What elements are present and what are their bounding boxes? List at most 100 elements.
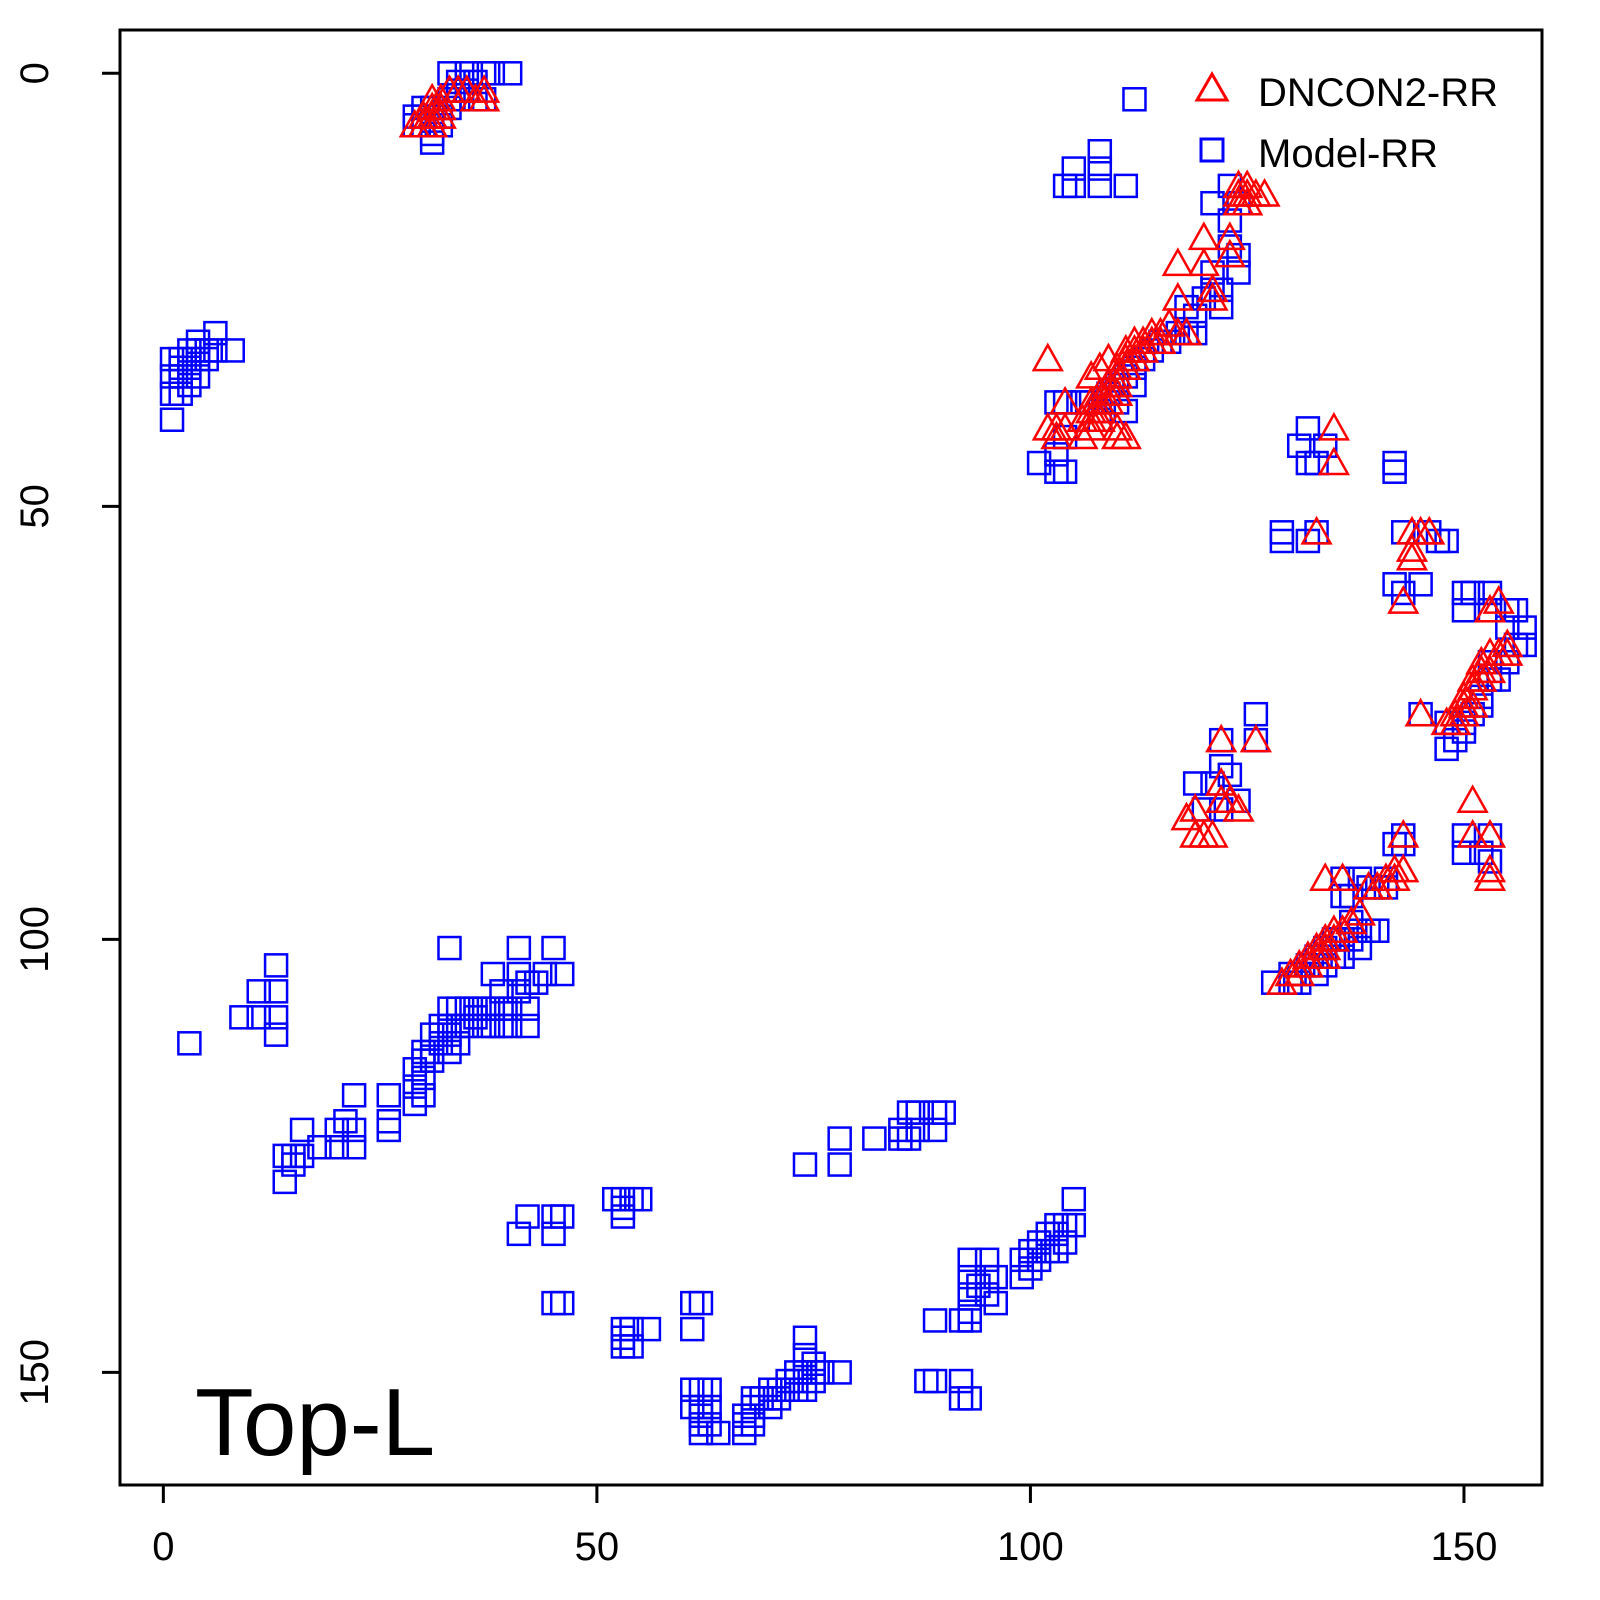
model-rr-point [489,979,514,1004]
model-rr-point [610,1186,636,1212]
dncon2-rr-point [1378,853,1411,883]
model-rr-point [532,961,558,987]
dncon2-rr-point [1361,870,1394,900]
dncon2-rr-point [424,82,457,112]
model-rr-point [480,996,506,1021]
dncon2-rr-point [1161,281,1194,311]
model-rr-point [168,355,193,381]
model-rr-point [688,1290,714,1316]
model-rr-point [905,1117,930,1143]
dncon2-rr-point [1074,411,1108,441]
model-rr-point [775,1377,800,1402]
dncon2-rr-point [1144,316,1177,346]
dncon2-rr-point [1187,221,1220,251]
model-rr-point [974,1282,1000,1307]
model-rr-point [419,130,445,155]
model-rr-point [1512,615,1537,640]
model-rr-point [1338,927,1364,952]
dncon2-rr-point [1309,931,1342,961]
model-rr-point [740,1386,766,1411]
model-rr-point [948,1308,974,1333]
model-rr-point [688,1377,714,1402]
model-rr-point [1434,528,1459,554]
model-rr-point [272,1143,297,1169]
model-rr-point [437,61,462,86]
model-rr-point [1469,840,1494,866]
dncon2-rr-point [1335,905,1368,935]
model-rr-point [784,1377,809,1402]
model-rr-point [1061,1212,1087,1238]
dncon2-rr-point [1083,394,1116,424]
model-rr-point [957,1282,982,1307]
model-rr-point [1312,433,1338,458]
model-rr-point [957,1264,982,1290]
model-rr-point [411,1048,436,1073]
legend-label-dncon2-rr: DNCON2-RR [1258,71,1498,115]
model-rr-point [185,329,211,355]
model-rr-point [497,996,523,1021]
model-rr-point [740,1403,766,1428]
model-rr-point [1495,649,1520,675]
model-rr-point [706,1420,731,1446]
model-rr-point [896,1126,922,1151]
model-rr-point [194,346,219,372]
dncon2-rr-point [1074,359,1108,389]
model-rr-point [445,1031,471,1056]
dncon2-rr-point [1248,177,1281,207]
model-rr-point [341,1134,367,1160]
model-rr-point [610,1334,636,1359]
dncon2-rr-point [1473,818,1507,848]
model-rr-point [792,1377,818,1402]
model-rr-point [1208,753,1234,779]
dncon2-rr-point [1031,342,1064,372]
model-rr-point [732,1403,757,1428]
model-rr-point [376,1117,402,1143]
model-rr-point [1061,156,1087,181]
model-rr-point [680,1316,705,1342]
model-rr-point [801,1360,826,1385]
model-rr-point [341,1117,367,1143]
dncon2-rr-point [1092,385,1125,415]
dncon2-rr-point [1144,325,1177,355]
model-rr-point [159,381,185,406]
dncon2-rr-point [424,100,457,129]
model-rr-point [203,338,228,363]
model-rr-point [619,1334,644,1359]
dncon2-rr-point [1265,966,1299,995]
model-rr-point [281,1152,306,1177]
model-rr-point [1087,139,1113,164]
model-rr-point [1434,736,1459,762]
model-rr-point [177,372,202,398]
dncon2-rr-point [1430,706,1463,736]
model-rr-point [1295,416,1321,441]
dncon2-rr-point [1196,273,1229,303]
dncon2-rr-point [1491,637,1524,666]
model-rr-point [1391,580,1416,606]
model-rr-point [428,1013,454,1039]
dncon2-rr-point [1343,896,1377,926]
model-rr-point [1226,260,1251,285]
model-rr-point [948,1368,974,1394]
model-rr-point [1304,961,1329,987]
dncon2-rr-point [1465,662,1498,692]
model-rr-point [905,1100,930,1125]
model-rr-point [1286,433,1312,458]
model-rr-point [1503,598,1529,623]
model-rr-point [983,1290,1008,1316]
model-rr-point [1330,944,1355,969]
model-rr-point [1330,883,1355,909]
model-rr-point [749,1386,774,1411]
model-rr-point [497,61,523,86]
dncon2-rr-point [1283,957,1316,987]
model-rr-point [159,346,185,372]
model-rr-point [307,1134,332,1160]
model-rr-point [411,1083,436,1108]
dncon2-rr-point [1187,247,1220,277]
model-rr-point [1200,190,1225,216]
model-rr-point [1451,598,1477,623]
model-rr-point [680,1290,705,1316]
model-rr-point [688,1394,714,1420]
model-rr-point [428,1031,454,1056]
dncon2-rr-point [1101,377,1134,406]
model-rr-point [732,1412,757,1437]
